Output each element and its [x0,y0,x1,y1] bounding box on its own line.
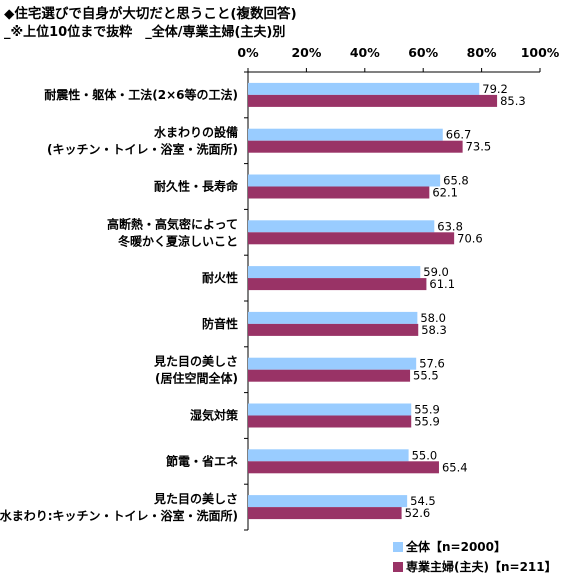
bar-housewife [248,94,498,107]
category-label: (居住空間全体) [155,371,238,386]
category-label: 耐震性・躯体・工法(2×6等の工法) [44,87,238,102]
data-label-overall: 65.8 [443,174,469,188]
data-label-housewife: 52.6 [405,506,431,520]
category-label: 高断熱・高気密によって [107,216,238,231]
x-tick-label: 20% [291,45,321,60]
data-label-overall: 57.6 [419,357,445,371]
category-label: 防音性 [202,316,238,331]
bar-housewife [248,278,427,291]
category-label: 耐火性 [202,270,238,285]
category-label: 湿気対策 [190,408,239,423]
x-tick-label: 0% [237,45,259,60]
bar-housewife [248,323,419,336]
category-label: 水まわりの設備 [154,125,238,140]
data-label-housewife: 85.3 [500,94,526,108]
data-label-overall: 63.8 [437,219,463,233]
bar-overall [248,311,418,324]
bar-overall [248,82,480,95]
bar-housewife [248,415,412,428]
x-tick-label: 40% [350,45,380,60]
legend-swatch-housewife [393,562,403,572]
category-label: 冬暖かく夏涼しいこと [118,233,238,248]
bar-overall [248,220,435,233]
data-label-overall: 59.0 [423,265,449,279]
data-label-overall: 54.5 [410,494,436,508]
data-label-overall: 58.0 [420,311,446,325]
bar-overall [248,128,443,141]
bar-housewife [248,140,463,153]
category-label: (水まわり:キッチン・トイレ・浴室・洗面所) [0,508,238,523]
bar-housewife [248,232,455,245]
x-tick-label: 100% [521,45,560,60]
x-tick-label: 80% [467,45,497,60]
bar-housewife [248,186,430,199]
legend-label-overall: 全体【n=2000】 [405,539,506,554]
legend-label-housewife: 専業主婦(主夫)【n=211】 [406,559,557,574]
data-label-housewife: 61.1 [429,277,455,291]
data-label-housewife: 70.6 [457,231,483,245]
bar-overall [248,357,417,370]
data-label-housewife: 55.5 [413,369,439,383]
bar-overall [248,403,412,416]
data-label-housewife: 62.1 [432,186,458,200]
bar-housewife [248,369,411,382]
legend-swatch-overall [393,542,403,552]
bar-housewife [248,507,402,520]
chart-title: ◆住宅選びで自身が大切だと思うこと(複数回答) [4,6,297,22]
category-label: 耐久性・長寿命 [154,179,239,194]
chart-subtitle: _※上位10位まで抜粋 _全体/専業主婦(主夫)別 [4,25,286,40]
category-label: 見た目の美しさ [153,354,238,369]
bar-overall [248,449,409,462]
data-label-housewife: 65.4 [442,460,468,474]
data-label-overall: 79.2 [482,82,508,96]
bar-overall [248,266,421,279]
category-label: 見た目の美しさ [153,491,238,506]
x-tick-label: 60% [408,45,438,60]
data-label-housewife: 73.5 [466,140,492,154]
bar-overall [248,495,408,508]
data-label-housewife: 58.3 [421,323,447,337]
data-label-overall: 66.7 [446,128,472,142]
data-label-overall: 55.0 [412,448,438,462]
data-label-overall: 55.9 [414,403,440,417]
category-label: 節電・省エネ [166,453,238,468]
data-label-housewife: 55.9 [414,415,440,429]
bar-overall [248,174,441,187]
category-label: (キッチン・トイレ・浴室・洗面所) [47,142,238,157]
bar-housewife [248,461,439,474]
